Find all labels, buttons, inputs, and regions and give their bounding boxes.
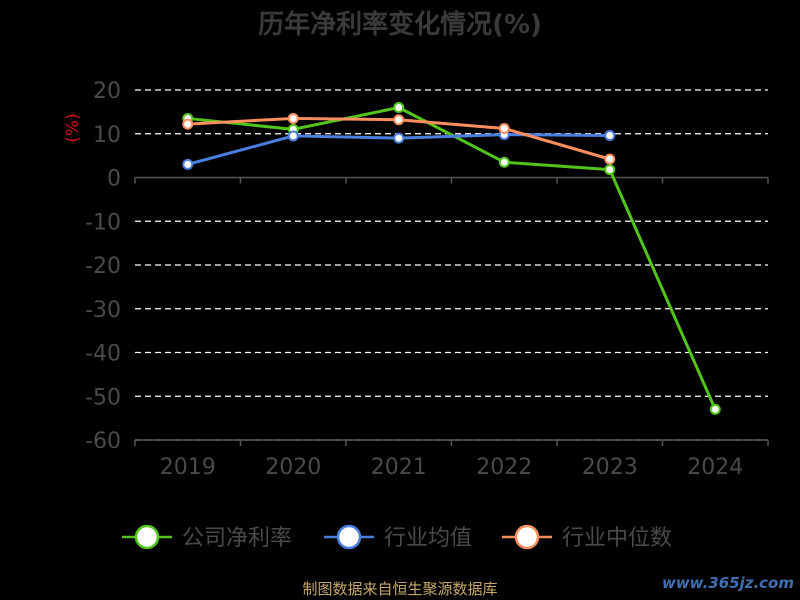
y-tick-label: 0: [107, 167, 121, 192]
grid-layer: [135, 89, 768, 441]
data-point: [182, 158, 194, 170]
data-point: [287, 130, 299, 142]
data-point: [393, 114, 405, 126]
y-tick-label: -50: [85, 385, 121, 410]
y-axis-label: (%): [63, 113, 83, 142]
data-point: [604, 130, 616, 141]
x-tick-label: 2021: [371, 455, 427, 480]
legend-label: 公司净利率: [182, 526, 292, 551]
x-tick-label: 2020: [265, 455, 321, 480]
legend: 公司净利率 行业均值 行业中位数: [122, 524, 672, 551]
y-tick-label: -60: [85, 429, 121, 454]
legend-marker: [514, 524, 540, 550]
source-footer: 制图数据来自恒生聚源数据库: [302, 580, 498, 598]
legend-label: 行业均值: [384, 526, 472, 551]
y-tick-label: -40: [85, 342, 121, 367]
x-tick-label: 2024: [687, 455, 743, 480]
chart-title: 历年净利率变化情况(%): [258, 10, 542, 40]
data-point: [604, 164, 616, 176]
data-point: [709, 403, 721, 415]
legend-marker: [336, 524, 362, 550]
legend-marker: [134, 524, 160, 550]
data-point: [287, 112, 299, 124]
data-point: [498, 123, 510, 134]
watermark: www.365jz.com: [661, 574, 794, 592]
series-line: [187, 106, 717, 410]
data-point: [393, 132, 405, 144]
axis-layer: 20 10 0 -10 -20 -30 -40 -50 -60 2019 2020 2021 2022 2…: [63, 79, 769, 480]
y-tick-label: 20: [93, 79, 121, 104]
y-tick-label: -30: [85, 298, 121, 323]
y-tick-label: -10: [85, 210, 121, 235]
series-layer: [182, 102, 721, 415]
data-point: [393, 102, 405, 113]
x-tick-label: 2023: [582, 455, 638, 480]
data-point: [498, 156, 510, 168]
data-point: [182, 118, 194, 130]
x-tick-label: 2022: [476, 455, 532, 480]
y-tick-label: 10: [93, 123, 121, 148]
y-tick-label: -20: [85, 254, 121, 279]
legend-label: 行业中位数: [562, 526, 672, 551]
x-tick-label: 2019: [160, 455, 216, 480]
data-point: [604, 153, 616, 165]
